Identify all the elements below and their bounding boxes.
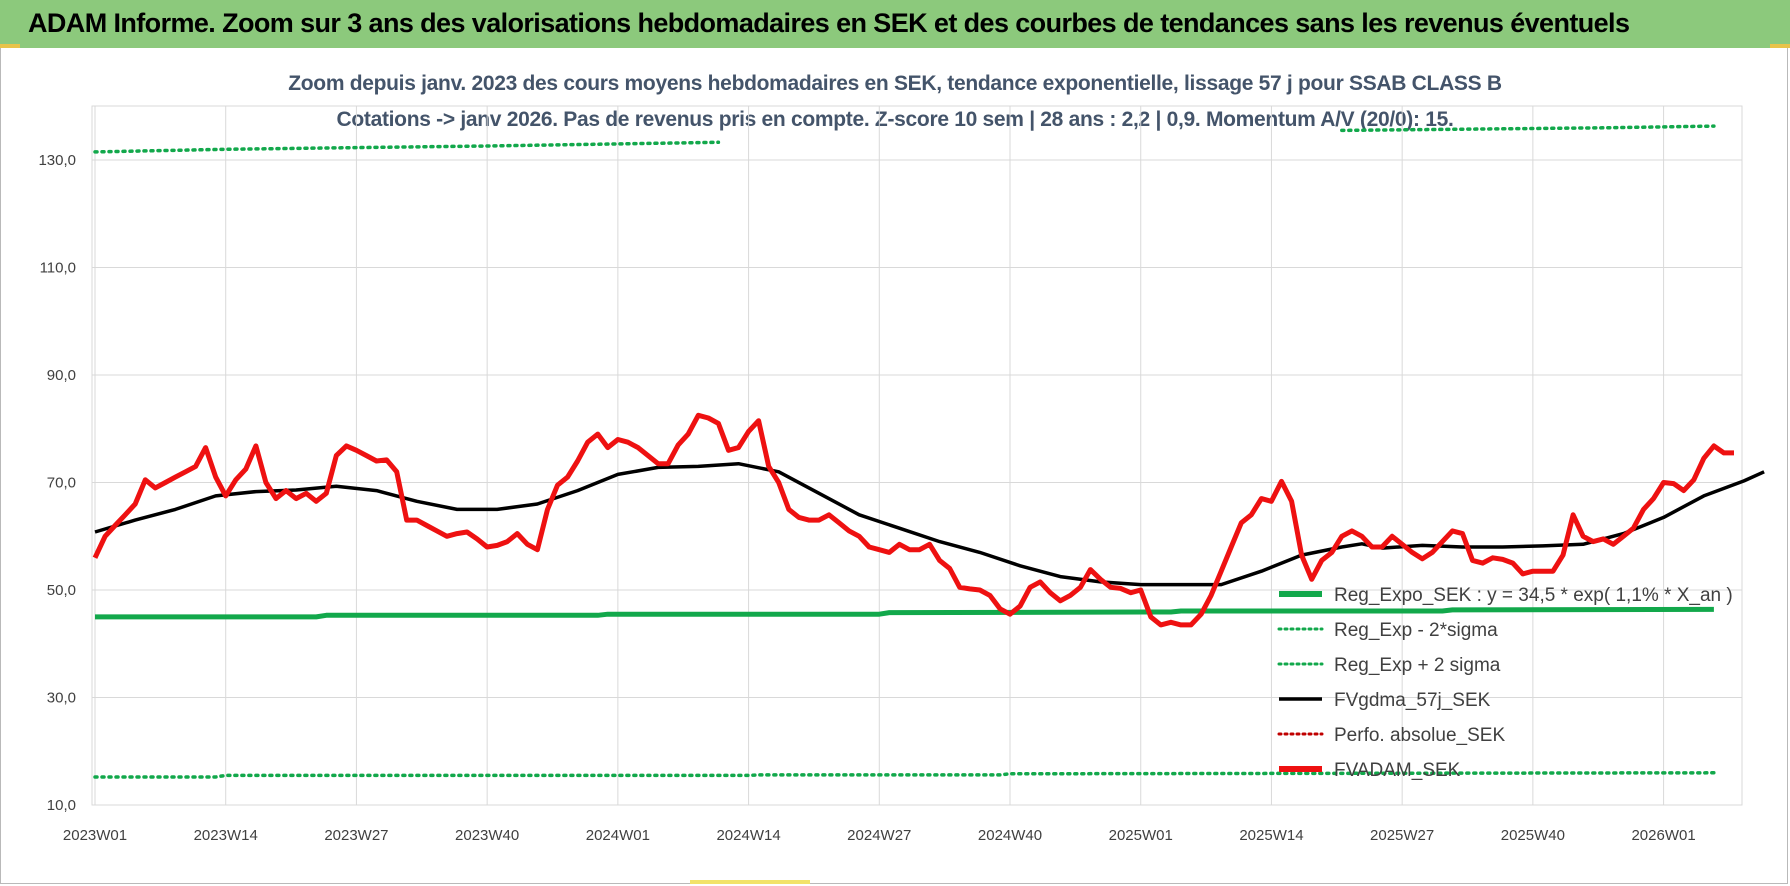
banner-corner-right — [1770, 44, 1790, 48]
x-tick-label: 2025W27 — [1370, 827, 1434, 844]
x-tick-label: 2023W27 — [324, 827, 388, 844]
series-line-0 — [95, 606, 1714, 620]
report-title: ADAM Informe. Zoom sur 3 ans des valoris… — [28, 8, 1630, 38]
y-tick-label: 110,0 — [40, 260, 76, 277]
legend-label: Reg_Exp - 2*sigma — [1334, 620, 1498, 641]
chart-subtitle: Cotations -> janv 2026. Pas de revenus p… — [336, 108, 1454, 131]
x-tick-label: 2025W40 — [1501, 827, 1565, 844]
y-tick-label: 50,0 — [47, 582, 76, 599]
x-tick-label: 2024W01 — [586, 827, 650, 844]
series-line-4 — [94, 461, 1765, 587]
legend-label: Reg_Exp + 2 sigma — [1334, 655, 1501, 676]
x-tick-label: 2024W14 — [716, 827, 780, 844]
series-line-3 — [1340, 124, 1716, 133]
y-tick-label: 30,0 — [47, 690, 76, 707]
x-tick-label: 2023W14 — [194, 827, 258, 844]
x-tick-label: 2025W14 — [1239, 827, 1303, 844]
bottom-marker — [690, 880, 810, 884]
x-tick-label: 2023W01 — [63, 827, 127, 844]
series-line-2 — [93, 140, 721, 154]
x-tick-label: 2024W27 — [847, 827, 911, 844]
legend-label: FVgdma_57j_SEK — [1334, 690, 1491, 711]
legend-label: Perfo. absolue_SEK — [1334, 725, 1505, 746]
x-tick-label: 2024W40 — [978, 827, 1042, 844]
y-tick-label: 90,0 — [47, 367, 76, 384]
legend-label: Reg_Expo_SEK : y = 34,5 * exp( 1,1% * X_… — [1334, 585, 1733, 606]
y-tick-label: 10,0 — [47, 797, 76, 814]
chart-title: Zoom depuis janv. 2023 des cours moyens … — [288, 72, 1502, 95]
series-line-6 — [92, 412, 1734, 628]
x-tick-label: 2026W01 — [1631, 827, 1695, 844]
legend-label: FVADAM_SEK — [1334, 760, 1461, 781]
x-tick-label: 2023W40 — [455, 827, 519, 844]
y-tick-label: 130,0 — [38, 152, 76, 169]
banner-corner-left — [0, 44, 20, 48]
y-tick-label: 70,0 — [47, 475, 76, 492]
plot-area — [91, 105, 1743, 806]
report-banner: ADAM Informe. Zoom sur 3 ans des valoris… — [0, 0, 1790, 48]
x-tick-label: 2025W01 — [1109, 827, 1173, 844]
series-line-1 — [93, 771, 1716, 779]
